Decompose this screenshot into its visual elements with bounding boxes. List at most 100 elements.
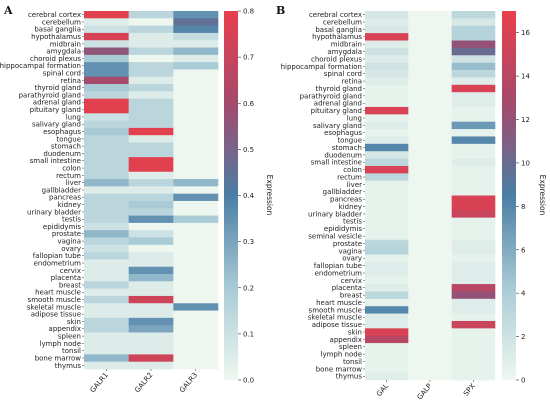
cell-parathyroid-gland-galr1 <box>84 91 129 99</box>
row-label: esophagus <box>324 129 362 137</box>
cell-parathyroid-gland-galr3 <box>173 91 219 99</box>
cell-testis-gal <box>365 217 409 226</box>
cell-cervix-galp <box>408 276 452 285</box>
cell-heart-muscle-galr2 <box>128 288 174 297</box>
cell-spinal-cord-galp <box>408 70 452 78</box>
cell-cerebral-cortex-gal <box>365 11 409 19</box>
cell-pituitary-gland-galr2 <box>128 105 174 114</box>
cell-colon-galp <box>408 165 452 174</box>
heatmap-b-cells <box>365 11 496 381</box>
cell-pancreas-galr3 <box>173 193 219 202</box>
cell-prostate-gal <box>365 239 409 248</box>
row-label: small intestine <box>311 159 362 167</box>
cell-thyroid-gland-galr3 <box>173 84 219 92</box>
cell-tongue-galr2 <box>128 135 174 143</box>
row-label: tonsil <box>62 347 81 355</box>
cell-pancreas-galr1 <box>84 193 129 202</box>
cell-urinary-bladder-galr2 <box>128 208 174 216</box>
cell-thymus-galp <box>408 372 452 381</box>
row-label: spleen <box>58 333 81 341</box>
colorbar-tick-label: 6 <box>521 246 526 254</box>
cell-tongue-gal <box>365 136 409 145</box>
row-label: cerebellum <box>42 18 81 26</box>
row-label: tongue <box>337 137 362 145</box>
row-label: amygdala <box>46 48 81 56</box>
cell-lung-galr1 <box>84 113 129 121</box>
row-label: stomach <box>332 144 362 152</box>
row-label: fallopian tube <box>314 262 362 270</box>
row-label: parathyroid gland <box>19 91 81 99</box>
cell-lymph-node-spx <box>451 350 496 359</box>
cell-vagina-galr3 <box>173 237 219 246</box>
cell-appendix-spx <box>451 335 496 344</box>
cell-thymus-galr1 <box>84 361 129 370</box>
heatmap-a-column-labels: GALR1 GALR2 GALR3 <box>89 369 199 394</box>
row-label: breast <box>59 281 81 289</box>
cell-cerebral-cortex-spx <box>451 11 496 19</box>
cell-breast-galr2 <box>128 281 174 289</box>
cell-smooth-muscle-galp <box>408 306 452 314</box>
cell-adrenal-gland-galr1 <box>84 98 129 107</box>
cell-skeletal-muscle-galr2 <box>128 303 174 311</box>
cell-placenta-spx <box>451 284 496 292</box>
row-label: placenta <box>332 284 362 292</box>
cell-adrenal-gland-galp <box>408 99 452 108</box>
row-label: vagina <box>338 247 362 255</box>
cell-amygdala-gal <box>365 47 409 56</box>
cell-breast-galr3 <box>173 281 219 289</box>
row-label: heart muscle <box>316 299 362 307</box>
cell-rectum-galp <box>408 173 452 182</box>
cell-gallbladder-galr1 <box>84 186 129 194</box>
cell-heart-muscle-gal <box>365 298 409 307</box>
cell-parathyroid-gland-galp <box>408 92 452 100</box>
cell-tonsil-galp <box>408 357 452 366</box>
row-label: pituitary gland <box>30 106 81 114</box>
cell-prostate-galr2 <box>128 230 174 238</box>
cell-placenta-galr3 <box>173 274 219 282</box>
cell-colon-galr2 <box>128 164 174 173</box>
colorbar-a: 0.0 0.1 0.2 0.3 0.4 0.5 0.6 0.7 0.8 Expression <box>224 8 274 385</box>
cell-kidney-spx <box>451 202 496 211</box>
row-label: lymph node <box>321 351 362 359</box>
panel-a-letter: A <box>3 4 13 17</box>
cell-breast-galr1 <box>84 281 129 289</box>
colorbar-tick-label: 0.8 <box>243 8 254 16</box>
row-label: bone marrow <box>35 354 82 362</box>
cell-ovary-galr3 <box>173 244 219 253</box>
row-label: breast <box>340 292 362 300</box>
cell-pancreas-galp <box>408 195 452 204</box>
cell-endometrium-galr2 <box>128 259 174 268</box>
cell-lymph-node-galr2 <box>128 339 174 348</box>
cell-skin-galp <box>408 328 452 337</box>
cell-pituitary-gland-spx <box>451 106 496 115</box>
cell-basal-ganglia-gal <box>365 25 409 34</box>
cell-cerebral-cortex-galp <box>408 11 452 19</box>
cell-small-intestine-galr1 <box>84 157 129 165</box>
colorbar-tick-label: 16 <box>521 29 530 37</box>
cell-stomach-galr2 <box>128 142 174 151</box>
colorbar-tick-label: 0 <box>521 377 525 385</box>
cell-midbrain-galr3 <box>173 40 219 48</box>
cell-thyroid-gland-galr1 <box>84 84 129 92</box>
cell-ovary-spx <box>451 254 496 263</box>
colorbar-tick-label: 10 <box>521 159 530 167</box>
cell-choroid-plexus-galr3 <box>173 54 219 63</box>
cell-choroid-plexus-gal <box>365 55 409 63</box>
cell-colon-galr1 <box>84 164 129 173</box>
cell-bone-marrow-galr2 <box>128 354 174 362</box>
row-label: thyroid gland <box>34 84 81 92</box>
cell-prostate-galr3 <box>173 230 219 238</box>
cell-choroid-plexus-spx <box>451 55 496 63</box>
colorbar-b-gradient <box>502 11 516 380</box>
row-label: small intestine <box>30 157 81 165</box>
colorbar-tick-label: 8 <box>521 203 525 211</box>
cell-placenta-galr1 <box>84 274 129 282</box>
cell-placenta-gal <box>365 284 409 292</box>
cell-basal-ganglia-spx <box>451 25 496 34</box>
cell-liver-galp <box>408 180 452 189</box>
cell-placenta-galr2 <box>128 274 174 282</box>
cell-spleen-gal <box>365 343 409 351</box>
cell-tonsil-galr3 <box>173 347 219 355</box>
cell-adipose-tissue-galr1 <box>84 310 129 319</box>
